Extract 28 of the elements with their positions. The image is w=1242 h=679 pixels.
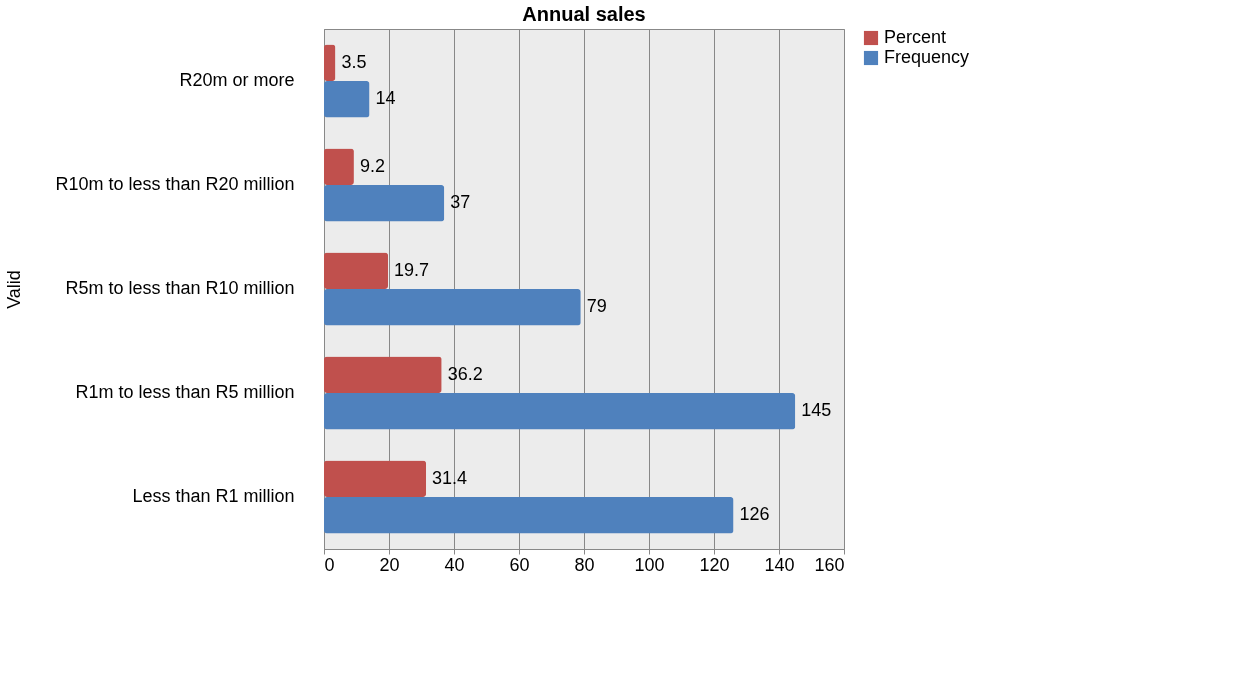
y-tick-label: R20m or more — [179, 70, 295, 90]
legend-label: Frequency — [884, 47, 970, 67]
x-tick-label: 60 — [509, 554, 530, 575]
y-tick-label: R1m to less than R5 million — [75, 382, 295, 402]
data-label: 37 — [450, 192, 471, 213]
data-label: 19.7 — [394, 259, 430, 280]
y-tick-label: R5m to less than R10 million — [65, 278, 295, 298]
data-label: 31.4 — [432, 467, 468, 488]
x-tick-label: 160 — [814, 554, 845, 575]
x-tick-label: 100 — [634, 554, 665, 575]
data-label: 145 — [801, 400, 832, 421]
chart-title: Annual sales — [522, 3, 646, 25]
y-tick-label: Less than R1 million — [132, 486, 295, 506]
data-label: 14 — [375, 88, 396, 109]
data-label: 126 — [739, 504, 770, 525]
data-label: 9.2 — [359, 155, 385, 176]
x-tick-label: 20 — [379, 554, 400, 575]
x-tick-label: 0 — [324, 554, 335, 575]
legend-label: Percent — [884, 27, 947, 47]
x-tick-label: 40 — [444, 554, 465, 575]
data-label: 3.5 — [341, 51, 367, 72]
x-tick-label: 140 — [764, 554, 795, 575]
x-tick-label: 120 — [699, 554, 730, 575]
y-tick-label: R10m to less than R20 million — [55, 174, 295, 194]
y-axis-title: Valid — [3, 270, 24, 309]
data-label: 36.2 — [447, 363, 483, 384]
data-label: 79 — [586, 296, 607, 317]
x-tick-label: 80 — [574, 554, 595, 575]
